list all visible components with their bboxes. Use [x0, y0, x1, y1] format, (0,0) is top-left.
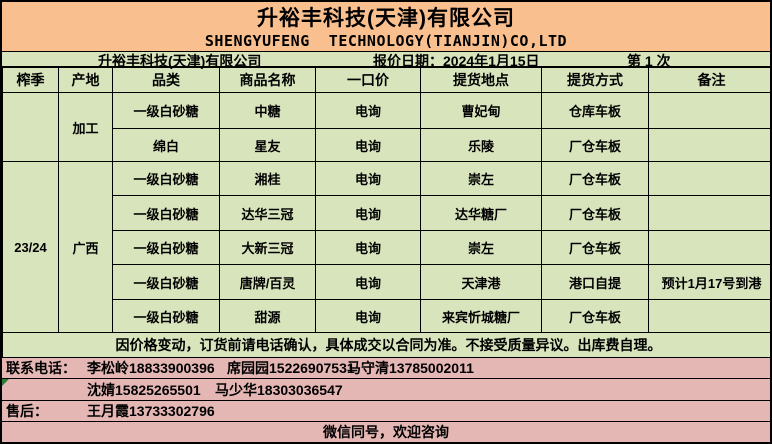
cell-pickup-method: 厂仓车板	[541, 161, 649, 196]
cell-product-name: 星友	[219, 128, 316, 162]
cell-price: 电询	[315, 128, 421, 162]
table-row: 一级白砂糖 甜源 电询 来宾忻城糖厂 厂仓车板	[3, 299, 770, 333]
cell-pickup-place: 达华糖厂	[420, 195, 542, 231]
aftersales-row: 售后： 王月霞13733302796	[2, 401, 770, 422]
contact-phone-row-2: 沈婧15825265501 马少华18303036547	[2, 379, 770, 401]
cell-pickup-place: 天津港	[420, 264, 542, 300]
cell-season-group	[2, 92, 59, 162]
table-row: 加工 一级白砂糖 中糖 电询 曹妃甸 仓库车板	[2, 92, 770, 162]
aftersales-label: 售后：	[6, 403, 48, 419]
cell-pickup-place: 崇左	[420, 230, 542, 265]
col-header-note: 备注	[648, 67, 770, 93]
company-name-en: SHENGYUFENG TECHNOLOGY(TIANJIN)CO,LTD	[204, 32, 568, 50]
cell-price: 电询	[315, 299, 421, 333]
price-table: 榨季 产地 品类 商品名称 一口价 提货地点 提货方式 备注 加工 一级白砂糖 …	[2, 67, 770, 358]
cell-note	[648, 161, 770, 196]
contact-entry: 李松岭18833900396	[87, 360, 215, 376]
cell-category: 绵白	[112, 128, 220, 162]
cell-product-name: 大新三冠	[219, 230, 316, 265]
notice-row: 因价格变动，订货前请电话确认，具体成交以合同为准。不接受质量异议。出库费自理。	[2, 332, 770, 358]
cell-origin-group: 加工	[58, 92, 113, 162]
contact-phone-row-1: 联系电话： 李松岭18833900396 席园园15226907531 马守清1…	[2, 358, 770, 379]
cell-pickup-method: 仓库车板	[541, 92, 649, 129]
cell-category: 一级白砂糖	[112, 299, 220, 333]
table-row: 绵白 星友 电询 乐陵 厂仓车板	[3, 128, 770, 162]
contact-section: 联系电话： 李松岭18833900396 席园园15226907531 马守清1…	[2, 358, 770, 442]
cell-pickup-method: 厂仓车板	[541, 128, 649, 162]
cell-pickup-place: 曹妃甸	[420, 92, 542, 129]
cell-corner-marker-icon	[2, 379, 9, 386]
cell-pickup-method: 港口自提	[541, 264, 649, 300]
cell-note	[648, 128, 770, 162]
company-name-cn: 升裕丰科技(天津)有限公司	[257, 7, 515, 30]
notice-text: 因价格变动，订货前请电话确认，具体成交以合同为准。不接受质量异议。出库费自理。	[2, 332, 770, 358]
col-header-pickup-method: 提货方式	[541, 67, 649, 93]
contact-phone-label: 联系电话：	[6, 360, 76, 376]
quote-info-bar: 升裕丰科技(天津)有限公司 报价日期：2024年1月15日 第 1 次	[2, 52, 770, 69]
cell-note: 预计1月17号到港	[648, 264, 770, 300]
quote-issue-number: 第 1 次	[627, 53, 671, 69]
cell-pickup-method: 厂仓车板	[541, 195, 649, 231]
cell-product-name: 甜源	[219, 299, 316, 333]
cell-category: 一级白砂糖	[112, 92, 220, 129]
company-header: 升裕丰科技(天津)有限公司 SHENGYUFENG TECHNOLOGY(TIA…	[2, 2, 770, 52]
cell-category: 一级白砂糖	[112, 195, 220, 231]
column-header-row: 榨季 产地 品类 商品名称 一口价 提货地点 提货方式 备注	[2, 67, 770, 93]
cell-product-name: 达华三冠	[219, 195, 316, 231]
cell-category: 一级白砂糖	[112, 264, 220, 300]
cell-price: 电询	[315, 264, 421, 300]
wechat-note-row: 微信同号，欢迎咨询	[2, 422, 770, 442]
contact-entry: 马少华18303036547	[215, 381, 343, 398]
cell-note	[648, 195, 770, 231]
cell-note	[648, 230, 770, 265]
col-header-price: 一口价	[315, 67, 421, 93]
cell-category: 一级白砂糖	[112, 230, 220, 265]
cell-price: 电询	[315, 230, 421, 265]
contact-entry: 王月霞13733302796	[87, 403, 215, 419]
subheader-company: 升裕丰科技(天津)有限公司	[98, 53, 262, 69]
col-header-category: 品类	[112, 67, 220, 93]
contact-entry: 马守清13785002011	[347, 360, 474, 376]
cell-price: 电询	[315, 92, 421, 129]
cell-product-name: 中糖	[219, 92, 316, 129]
cell-pickup-place: 来宾忻城糖厂	[420, 299, 542, 333]
table-row: 一级白砂糖 达华三冠 电询 达华糖厂 厂仓车板	[3, 195, 770, 231]
cell-category: 一级白砂糖	[112, 161, 220, 196]
col-header-pickup-place: 提货地点	[420, 67, 542, 93]
table-row: 一级白砂糖 唐牌/百灵 电询 天津港 港口自提 预计1月17号到港	[3, 264, 770, 300]
table-row: 一级白砂糖 大新三冠 电询 崇左 厂仓车板	[3, 230, 770, 265]
cell-product-name: 湘桂	[219, 161, 316, 196]
cell-note	[648, 299, 770, 333]
col-header-season: 榨季	[2, 67, 59, 93]
table-row: 23/24 广西 一级白砂糖 湘桂 电询 崇左 厂仓车板	[2, 161, 770, 333]
cell-origin-group: 广西	[58, 161, 113, 333]
cell-season-group: 23/24	[2, 161, 59, 333]
contact-entry: 沈婧15825265501	[87, 381, 201, 398]
cell-pickup-place: 崇左	[420, 161, 542, 196]
quote-date: 报价日期：2024年1月15日	[373, 53, 540, 69]
col-header-product: 商品名称	[219, 67, 316, 93]
contact-entry: 席园园15226907531	[227, 360, 355, 376]
cell-product-name: 唐牌/百灵	[219, 264, 316, 300]
cell-price: 电询	[315, 161, 421, 196]
cell-pickup-method: 厂仓车板	[541, 299, 649, 333]
wechat-note: 微信同号，欢迎咨询	[323, 424, 449, 440]
cell-pickup-method: 厂仓车板	[541, 230, 649, 265]
col-header-origin: 产地	[58, 67, 113, 93]
cell-note	[648, 92, 770, 129]
cell-pickup-place: 乐陵	[420, 128, 542, 162]
cell-price: 电询	[315, 195, 421, 231]
